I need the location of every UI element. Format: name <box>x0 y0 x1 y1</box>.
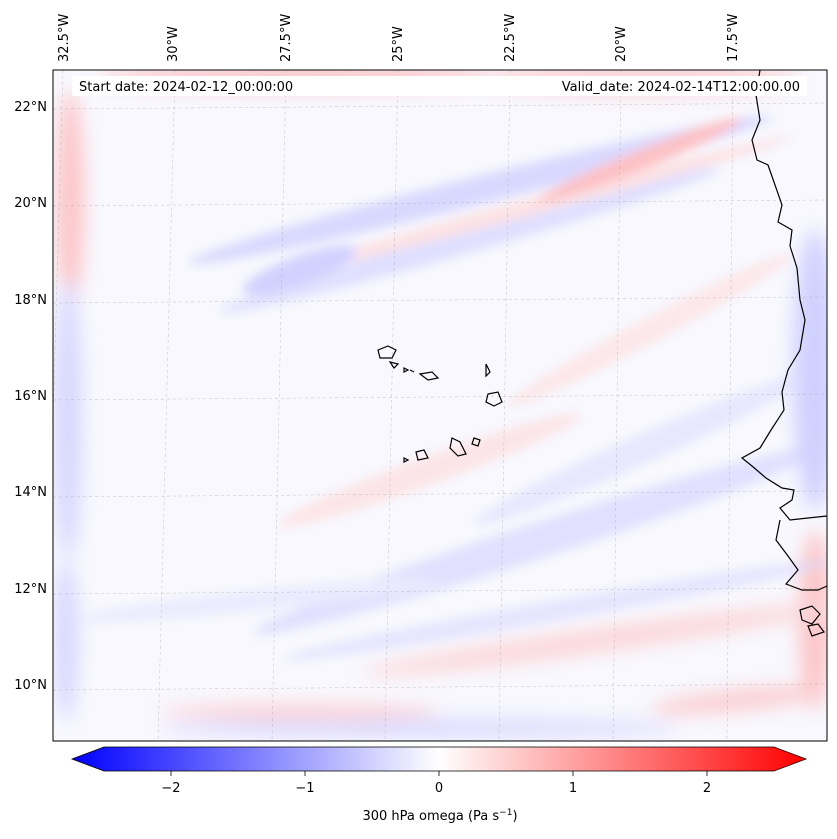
gridlines <box>53 70 827 741</box>
lat-label: 12°N <box>14 582 47 597</box>
lon-label: 32.5°W <box>57 14 72 62</box>
cape-verde-islands <box>377 345 503 463</box>
lon-label: 20°W <box>614 26 629 62</box>
date-header-box <box>72 76 807 96</box>
colorbar-tick-label: −1 <box>295 781 314 796</box>
colorbar: −2 −1 0 1 2 300 hPa omega (Pa s−1) <box>70 746 808 824</box>
omega-field <box>54 70 827 738</box>
lon-label: 27.5°W <box>279 14 294 62</box>
colorbar-tick-label: 1 <box>569 781 577 796</box>
coastline <box>740 69 828 637</box>
lon-labels: 32.5°W 30°W 27.5°W 25°W 22.5°W 20°W 17.5… <box>57 14 741 62</box>
lat-label: 20°N <box>14 196 47 211</box>
lon-label: 30°W <box>166 26 181 62</box>
lat-label: 18°N <box>14 293 47 308</box>
start-date-label: Start date: 2024-02-12_00:00:00 <box>79 80 293 95</box>
valid-date-label: Valid_date: 2024-02-14T12:00:00.00 <box>562 80 800 95</box>
lon-label: 22.5°W <box>503 14 518 62</box>
colorbar-tick-label: 2 <box>703 781 711 796</box>
colorbar-bar <box>70 746 808 772</box>
lat-label: 16°N <box>14 389 47 404</box>
lat-labels: 22°N 20°N 18°N 16°N 14°N 12°N 10°N <box>14 100 47 693</box>
lat-label: 22°N <box>14 100 47 115</box>
map-frame <box>52 69 828 742</box>
colorbar-tick-label: −2 <box>161 781 180 796</box>
lon-label: 17.5°W <box>726 14 741 62</box>
colorbar-ticks: −2 −1 0 1 2 <box>161 771 711 796</box>
colorbar-tick-label: 0 <box>435 781 443 796</box>
lon-label: 25°W <box>391 26 406 62</box>
lat-label: 10°N <box>14 678 47 693</box>
lat-label: 14°N <box>14 485 47 500</box>
colorbar-label: 300 hPa omega (Pa s−1) <box>362 808 517 824</box>
